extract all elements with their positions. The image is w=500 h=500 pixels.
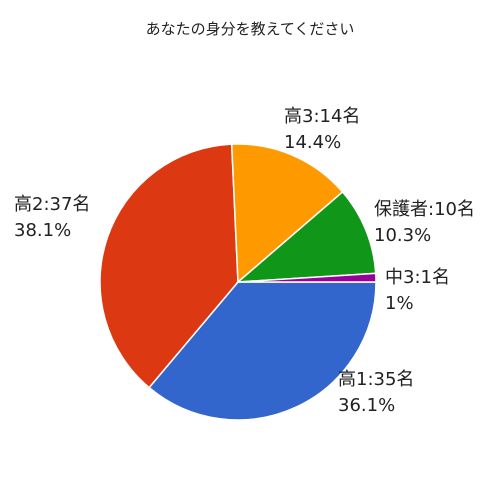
slice-label: 高2:37名 [14, 194, 90, 215]
slice-label: 高1:35名 [338, 369, 414, 390]
slice-percent: 14.4% [284, 132, 341, 153]
pie-slice [237, 272, 377, 283]
slice-percent: 10.3% [374, 225, 431, 246]
slice-percent: 1% [385, 293, 414, 314]
pie-slice [148, 281, 377, 421]
slice-label: 高3:14名 [284, 106, 360, 127]
pie-slice [99, 143, 239, 389]
pie-slice [235, 190, 377, 283]
pie-slice [230, 143, 344, 284]
slice-percent: 38.1% [14, 220, 71, 241]
chart-title: あなたの身分を教えてください [146, 20, 355, 38]
slice-label: 保護者:10名 [374, 199, 475, 220]
slice-label: 中3:1名 [385, 267, 450, 288]
slice-percent: 36.1% [338, 395, 395, 416]
